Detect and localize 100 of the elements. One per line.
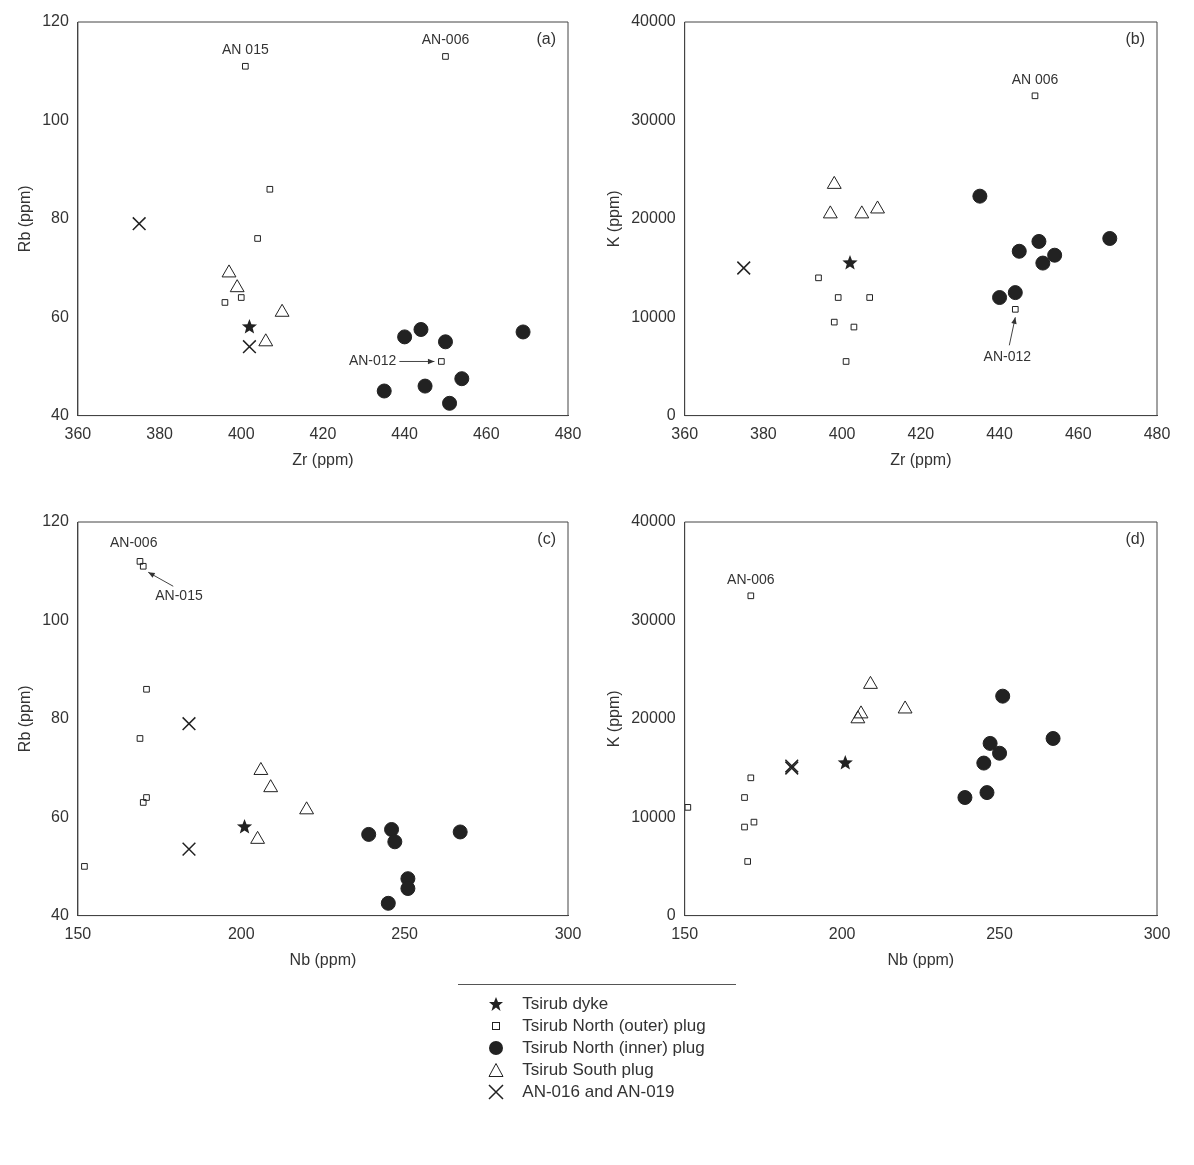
- point: [437, 334, 453, 350]
- annotation: AN 015: [222, 41, 269, 58]
- x-tick-label: 400: [227, 424, 255, 442]
- point: [376, 383, 392, 399]
- y-tick-label: 100: [42, 610, 69, 628]
- annotation: AN-006: [109, 534, 158, 551]
- x-tick-label: 380: [750, 424, 777, 442]
- point: [242, 62, 249, 70]
- y-tick-label: 40000: [631, 12, 676, 30]
- point: [258, 333, 274, 347]
- point: [1031, 92, 1039, 100]
- y-tick-label: 60: [51, 807, 69, 825]
- point: [81, 863, 88, 870]
- point: [992, 290, 1008, 306]
- point: [870, 200, 885, 214]
- annotation: AN-006: [421, 31, 470, 48]
- x-tick-label: 200: [227, 924, 255, 942]
- point: [139, 562, 147, 570]
- point: [747, 774, 755, 782]
- point: [979, 785, 995, 801]
- y-tick-label: 0: [666, 906, 676, 924]
- x-tick-label: 420: [907, 424, 935, 442]
- point: [387, 834, 403, 850]
- point: [822, 205, 838, 219]
- point: [741, 823, 748, 831]
- point: [242, 339, 257, 354]
- y-tick-label: 20000: [631, 709, 676, 727]
- y-tick-label: 30000: [631, 110, 676, 128]
- point: [139, 799, 147, 806]
- y-tick-label: 40: [51, 406, 69, 424]
- point: [842, 255, 858, 270]
- point: [684, 804, 692, 811]
- x-tick-label: 250: [986, 924, 1014, 942]
- point: [1047, 247, 1063, 263]
- point: [254, 235, 261, 242]
- x-tick-label: 440: [391, 424, 419, 442]
- point: [834, 294, 842, 301]
- point: [842, 358, 850, 365]
- x-tick-label: 480: [554, 424, 582, 442]
- x-tick-label: 400: [828, 424, 856, 442]
- y-tick-label: 120: [42, 512, 69, 530]
- point: [454, 371, 470, 387]
- y-axis-title: K (ppm): [605, 190, 623, 248]
- point: [452, 824, 468, 840]
- point: [417, 378, 433, 394]
- point: [266, 185, 274, 193]
- point: [1031, 233, 1047, 249]
- legend-label: Tsirub dyke: [522, 994, 609, 1014]
- x-tick-label: 420: [309, 424, 337, 442]
- y-tick-label: 60: [51, 307, 69, 325]
- point: [850, 323, 858, 331]
- x-tick-label: 200: [828, 924, 856, 942]
- point: [236, 819, 253, 834]
- point: [136, 558, 144, 565]
- point: [263, 779, 279, 793]
- annotation: (a): [536, 30, 556, 48]
- point: [992, 745, 1008, 761]
- point: [384, 822, 400, 837]
- annotation: AN-015: [155, 587, 203, 604]
- annotation: (d): [1125, 530, 1145, 548]
- point: [976, 755, 992, 771]
- legend-label: Tsirub South plug: [522, 1060, 654, 1080]
- point: [1011, 306, 1019, 313]
- point: [1102, 230, 1118, 246]
- y-tick-label: 80: [51, 209, 69, 227]
- legend-label: Tsirub North (outer) plug: [522, 1016, 706, 1036]
- point: [1035, 255, 1051, 271]
- y-tick-label: 120: [42, 12, 69, 30]
- point: [136, 735, 144, 742]
- annotation: (b): [1125, 30, 1145, 48]
- y-axis-title: Rb (ppm): [16, 685, 34, 753]
- y-tick-label: 40: [51, 906, 69, 924]
- annotation: AN-012: [348, 352, 397, 369]
- point: [299, 801, 315, 815]
- point: [1007, 285, 1023, 301]
- x-tick-label: 250: [391, 924, 419, 942]
- point: [837, 755, 853, 770]
- y-tick-label: 30000: [631, 610, 676, 628]
- x-tick-label: 480: [1143, 424, 1171, 442]
- y-axis-title: Rb (ppm): [16, 185, 34, 253]
- annotation: AN-006: [727, 570, 775, 587]
- point: [750, 818, 758, 826]
- x-axis-title: Zr (ppm): [890, 450, 952, 468]
- point: [400, 881, 416, 897]
- point: [237, 294, 245, 301]
- point: [438, 358, 445, 365]
- point: [181, 716, 197, 731]
- x-tick-label: 360: [64, 424, 92, 442]
- point: [815, 274, 822, 282]
- annotation: (c): [537, 530, 556, 548]
- point: [866, 294, 874, 301]
- x-tick-label: 360: [671, 424, 699, 442]
- annotation: AN-012: [983, 348, 1032, 365]
- point: [1045, 730, 1061, 746]
- point: [143, 685, 150, 693]
- y-tick-label: 20000: [631, 209, 676, 227]
- point: [221, 299, 229, 306]
- point: [380, 895, 396, 911]
- point: [413, 322, 429, 337]
- point: [826, 175, 842, 189]
